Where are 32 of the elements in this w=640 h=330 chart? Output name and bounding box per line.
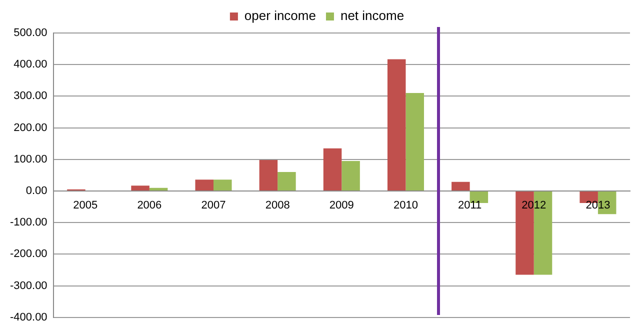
y-tick-label: 400.00 xyxy=(14,58,48,71)
y-tick-label: -200.00 xyxy=(10,248,48,260)
y-tick-label: -100.00 xyxy=(10,216,48,229)
x-tick-label: 2011 xyxy=(458,200,482,212)
bar xyxy=(452,182,470,190)
bar xyxy=(342,160,360,190)
bar xyxy=(323,148,342,190)
y-tick-label: 0.00 xyxy=(26,185,48,198)
bar xyxy=(387,59,406,190)
legend-label: net income xyxy=(340,8,404,24)
y-tick-label: 100.00 xyxy=(14,153,48,166)
bar xyxy=(214,180,232,190)
y-tick-label: 500.00 xyxy=(14,27,48,40)
x-tick-label: 2013 xyxy=(586,200,610,212)
bar xyxy=(406,93,424,190)
y-tick-label: -300.00 xyxy=(10,280,48,292)
y-tick-label: 300.00 xyxy=(14,90,48,102)
x-tick-label: 2007 xyxy=(201,200,226,212)
x-tick-label: 2010 xyxy=(393,200,418,212)
x-tick-label: 2009 xyxy=(329,200,354,212)
bar xyxy=(278,172,296,190)
bar xyxy=(131,186,150,190)
x-tick-label: 2008 xyxy=(265,200,290,212)
y-tick-label: -400.00 xyxy=(10,311,48,324)
x-tick-label: 2012 xyxy=(522,200,546,212)
legend-label: oper income xyxy=(244,8,316,24)
y-tick-label: 200.00 xyxy=(14,122,48,134)
bar xyxy=(149,188,168,190)
bar xyxy=(259,160,278,190)
bar xyxy=(195,180,214,190)
x-tick-label: 2006 xyxy=(137,200,162,212)
x-tick-label: 2005 xyxy=(73,200,98,212)
